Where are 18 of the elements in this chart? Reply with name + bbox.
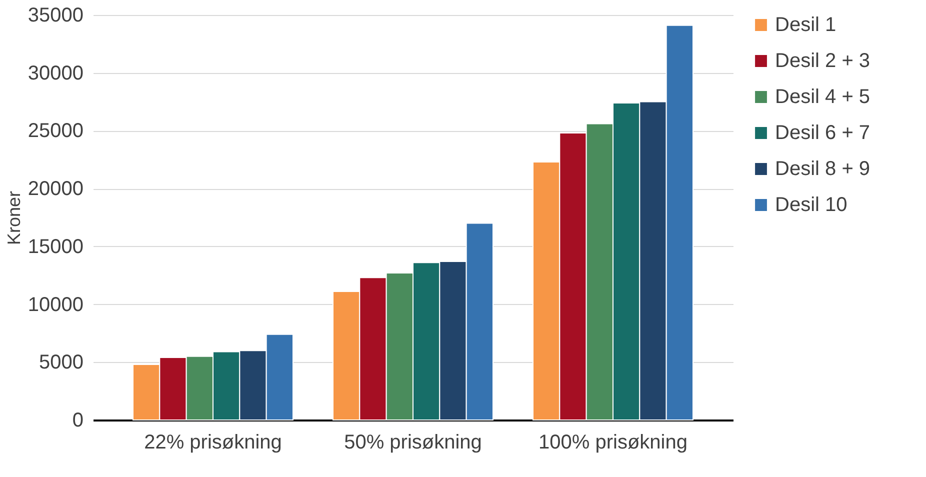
y-tick-label: 20000 xyxy=(28,178,84,200)
y-tick-label: 35000 xyxy=(28,4,84,26)
legend-label: Desil 8 + 9 xyxy=(775,158,870,180)
y-tick-label: 30000 xyxy=(28,62,84,84)
y-tick-label: 10000 xyxy=(28,294,84,316)
legend-label: Desil 1 xyxy=(775,14,836,36)
x-tick-label: 50% prisøkning xyxy=(344,432,482,454)
x-tick-label: 100% prisøkning xyxy=(538,432,688,454)
legend-label: Desil 4 + 5 xyxy=(775,86,870,108)
legend-label: Desil 2 + 3 xyxy=(775,50,870,72)
y-tick-label: 5000 xyxy=(39,352,84,374)
y-tick-label: 15000 xyxy=(28,236,84,258)
legend-label: Desil 6 + 7 xyxy=(775,122,870,144)
y-tick-label: 0 xyxy=(72,410,84,432)
legend-label: Desil 10 xyxy=(775,194,848,216)
y-axis-title: Kroner xyxy=(4,190,24,246)
x-tick-label: 22% prisøkning xyxy=(144,432,282,454)
y-tick-label: 25000 xyxy=(28,120,84,142)
